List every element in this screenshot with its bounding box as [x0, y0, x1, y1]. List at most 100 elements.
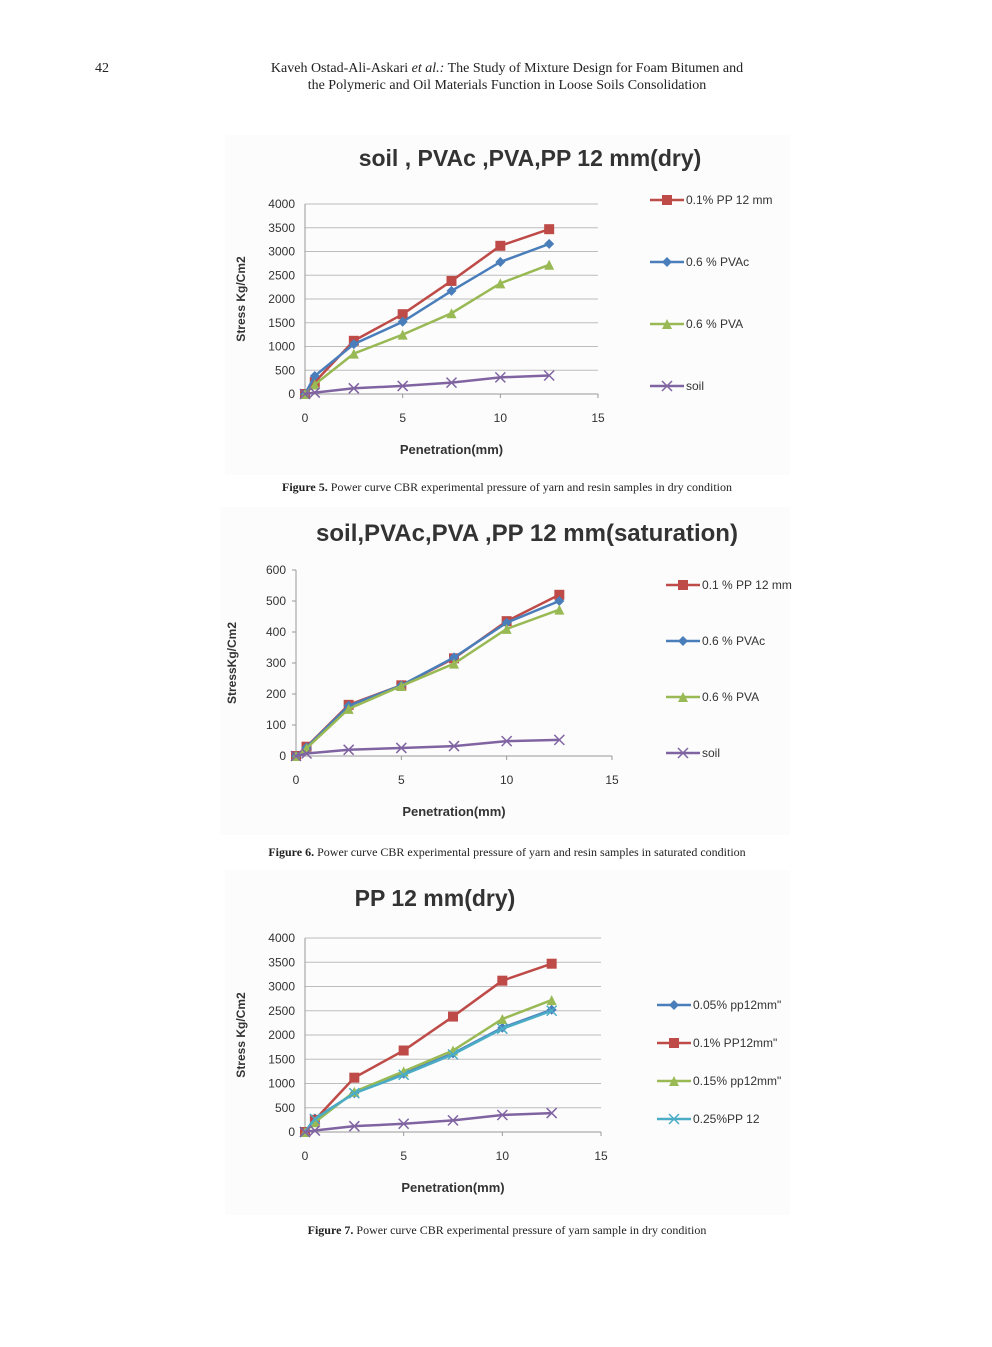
marker — [543, 369, 555, 382]
chart-background — [225, 135, 790, 475]
y-tick-label: 600 — [266, 563, 286, 577]
legend-marker — [669, 1000, 679, 1010]
legend-label: 0.1% PP12mm" — [693, 1036, 777, 1050]
marker — [397, 309, 408, 320]
marker — [496, 1109, 508, 1121]
marker — [496, 1023, 508, 1035]
chart-title: soil , PVAc ,PVA,PP 12 mm(dry) — [359, 145, 702, 171]
y-tick-label: 0 — [279, 749, 286, 763]
marker — [299, 388, 311, 400]
legend-label: soil — [702, 746, 720, 760]
x-tick-label: 15 — [591, 411, 605, 425]
x-axis-label: Penetration(mm) — [401, 1180, 504, 1195]
marker — [448, 740, 460, 752]
marker — [546, 995, 557, 1006]
marker — [446, 275, 457, 286]
y-tick-label: 0 — [288, 1125, 295, 1139]
y-axis-label: StressKg/Cm2 — [225, 622, 239, 704]
x-axis-label: Penetration(mm) — [400, 442, 503, 457]
y-tick-label: 0 — [288, 387, 295, 401]
legend-label: 0.6 % PVAc — [702, 634, 765, 648]
marker — [546, 1005, 558, 1017]
marker — [397, 380, 409, 392]
marker — [495, 256, 506, 267]
y-axis-label: Stress Kg/Cm2 — [234, 256, 248, 342]
marker — [309, 1113, 321, 1125]
caption: Figure 7. Power curve CBR experimental p… — [308, 1223, 707, 1237]
x-tick-label: 5 — [399, 411, 406, 425]
chart-title: soil,PVAc,PVA ,PP 12 mm(saturation) — [316, 520, 738, 547]
legend-marker — [669, 1076, 679, 1086]
x-tick-label: 10 — [500, 773, 514, 787]
y-tick-label: 1000 — [268, 340, 295, 354]
y-tick-label: 2000 — [268, 292, 295, 306]
y-tick-label: 2500 — [268, 1004, 295, 1018]
marker — [448, 1011, 458, 1022]
marker — [348, 348, 359, 359]
marker — [398, 1069, 410, 1081]
running-title: the Polymeric and Oil Materials Function… — [308, 78, 707, 93]
marker — [546, 1107, 558, 1119]
legend-marker — [678, 580, 688, 590]
marker — [501, 617, 512, 628]
legend-marker — [662, 257, 672, 267]
marker — [299, 1126, 311, 1138]
marker — [343, 703, 354, 714]
caption-text: Power curve CBR experimental pressure of… — [331, 480, 732, 494]
y-tick-label: 3500 — [268, 955, 295, 969]
marker — [553, 734, 565, 746]
x-axis-label: Penetration(mm) — [402, 804, 505, 819]
x-tick-label: 10 — [494, 411, 508, 425]
x-tick-label: 0 — [302, 411, 309, 425]
marker — [497, 975, 508, 986]
marker — [544, 224, 555, 235]
marker — [397, 329, 408, 340]
marker — [348, 339, 359, 350]
marker — [546, 958, 557, 969]
marker — [309, 370, 320, 381]
marker — [396, 680, 407, 691]
y-tick-label: 200 — [266, 687, 286, 701]
marker — [446, 308, 457, 319]
y-tick-label: 500 — [275, 363, 295, 377]
marker — [497, 1013, 508, 1024]
legend-label: 0.15% pp12mm" — [693, 1074, 781, 1088]
caption-text: Power curve CBR experimental pressure of… — [317, 845, 746, 859]
marker — [544, 259, 555, 270]
legend-label: soil — [686, 379, 704, 393]
chart-background — [225, 870, 790, 1215]
marker — [397, 316, 408, 327]
marker — [348, 382, 360, 394]
y-tick-label: 1500 — [268, 316, 295, 330]
page-number: 42 — [95, 61, 109, 76]
caption-label: Figure 7. — [308, 1223, 354, 1237]
x-tick-label: 5 — [400, 1149, 407, 1163]
marker — [554, 589, 565, 600]
x-tick-label: 15 — [605, 773, 619, 787]
y-tick-label: 4000 — [268, 931, 295, 945]
marker — [343, 744, 355, 756]
marker — [301, 747, 313, 760]
legend-marker — [678, 636, 688, 646]
marker — [449, 652, 459, 663]
y-tick-label: 400 — [266, 625, 286, 639]
caption: Figure 5. Power curve CBR experimental p… — [282, 480, 732, 494]
marker — [309, 1117, 320, 1128]
marker — [447, 1048, 459, 1060]
x-tick-label: 0 — [293, 773, 300, 787]
marker — [349, 1072, 360, 1083]
y-tick-label: 100 — [266, 718, 286, 732]
y-tick-label: 2500 — [268, 268, 295, 282]
y-tick-label: 500 — [266, 594, 286, 608]
chart-background — [220, 507, 790, 835]
running-title: The Study of Mixture Design for Foam Bit… — [448, 61, 744, 76]
legend-label: 0.1 % PP 12 mm — [702, 578, 792, 592]
legend-label: 0.6 % PVA — [686, 317, 743, 331]
authors-suffix: et al.: — [412, 61, 445, 76]
legend-label: 0.6 % PVA — [702, 690, 759, 704]
legend-marker — [668, 1113, 680, 1125]
legend-marker — [662, 195, 672, 205]
marker — [395, 742, 407, 754]
marker — [447, 1114, 459, 1126]
